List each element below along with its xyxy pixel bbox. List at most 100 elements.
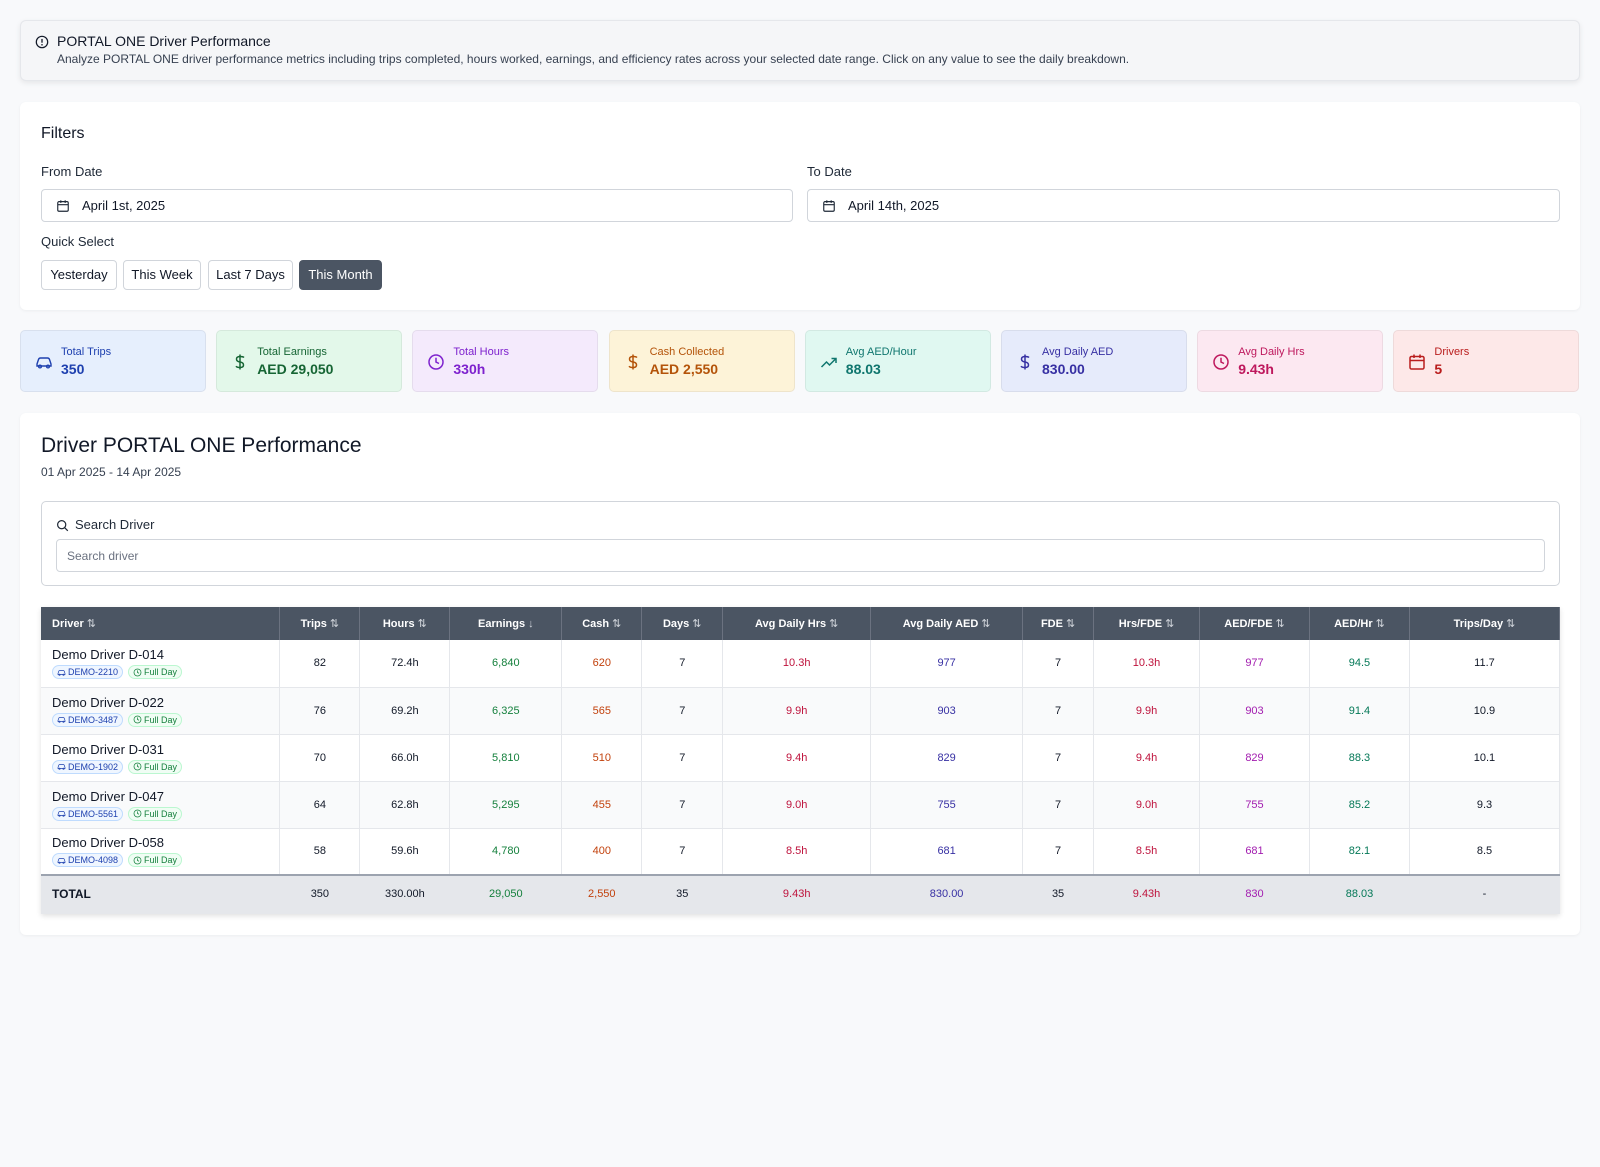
cell-fde[interactable]: 7 xyxy=(1022,687,1095,735)
sort-icon[interactable]: ⇅ xyxy=(981,618,991,630)
search-driver-input[interactable] xyxy=(56,539,1545,572)
cell-aed-fde[interactable]: 977 xyxy=(1199,640,1310,688)
quick-this-week-button[interactable]: This Week xyxy=(123,260,201,290)
cell-trips[interactable]: 82 xyxy=(279,640,361,688)
cell-fde[interactable]: 7 xyxy=(1022,781,1095,829)
sort-icon[interactable]: ⇅ xyxy=(1065,618,1076,630)
cell-aed-hr[interactable]: 94.5 xyxy=(1309,640,1410,688)
cell-aed-hr[interactable]: 82.1 xyxy=(1309,828,1410,876)
total-hours[interactable]: 330.00h xyxy=(359,874,451,914)
cell-avg-aed[interactable]: 829 xyxy=(870,734,1024,782)
cell-hours[interactable]: 69.2h xyxy=(359,687,451,735)
cell-aed-hr[interactable]: 88.3 xyxy=(1309,734,1410,782)
cell-aed-fde[interactable]: 829 xyxy=(1199,734,1310,782)
column-header-days[interactable]: Days ⇅ xyxy=(641,607,724,640)
total-earnings[interactable]: 29,050 xyxy=(449,874,563,914)
column-header-cash[interactable]: Cash ⇅ xyxy=(561,607,643,640)
total-trips-day[interactable]: - xyxy=(1409,874,1561,914)
cell-trips-day[interactable]: 11.7 xyxy=(1409,640,1561,688)
cell-cash[interactable]: 400 xyxy=(561,828,643,876)
cell-earnings[interactable]: 6,840 xyxy=(449,640,563,688)
sort-icon[interactable]: ⇅ xyxy=(612,618,622,630)
cell-fde[interactable]: 7 xyxy=(1022,640,1095,688)
cell-hours[interactable]: 62.8h xyxy=(359,781,451,829)
cell-trips[interactable]: 64 xyxy=(279,781,361,829)
cell-earnings[interactable]: 4,780 xyxy=(449,828,563,876)
total-days[interactable]: 35 xyxy=(641,874,724,914)
sort-icon[interactable]: ↓ xyxy=(528,617,534,630)
cell-trips-day[interactable]: 8.5 xyxy=(1409,828,1561,876)
total-aed-fde[interactable]: 830 xyxy=(1199,874,1310,914)
cell-aed-fde[interactable]: 681 xyxy=(1199,828,1310,876)
cell-days[interactable]: 7 xyxy=(641,687,724,735)
cell-avg-aed[interactable]: 977 xyxy=(870,640,1024,688)
sort-icon[interactable]: ⇅ xyxy=(1375,618,1385,630)
column-header-fde[interactable]: FDE ⇅ xyxy=(1022,607,1095,640)
cell-trips[interactable]: 76 xyxy=(279,687,361,735)
cell-avg-hrs[interactable]: 9.0h xyxy=(722,781,872,829)
sort-icon[interactable]: ⇅ xyxy=(1165,618,1175,630)
total-aed-hr[interactable]: 88.03 xyxy=(1309,874,1410,914)
cell-days[interactable]: 7 xyxy=(641,640,724,688)
cell-trips[interactable]: 58 xyxy=(279,828,361,876)
total-avg-daily-hrs[interactable]: 9.43h xyxy=(722,874,872,914)
cell-cash[interactable]: 455 xyxy=(561,781,643,829)
cell-days[interactable]: 7 xyxy=(641,734,724,782)
cell-cash[interactable]: 565 xyxy=(561,687,643,735)
cell-days[interactable]: 7 xyxy=(641,781,724,829)
quick-last-7-days-button[interactable]: Last 7 Days xyxy=(208,260,293,290)
cell-trips-day[interactable]: 9.3 xyxy=(1409,781,1561,829)
cell-hours[interactable]: 59.6h xyxy=(359,828,451,876)
cell-trips-day[interactable]: 10.9 xyxy=(1409,687,1561,735)
cell-hrs-fde[interactable]: 9.9h xyxy=(1093,687,1201,735)
cell-hrs-fde[interactable]: 10.3h xyxy=(1093,640,1201,688)
column-header-earnings[interactable]: Earnings ↓ xyxy=(449,607,563,640)
column-header-avg-daily-hrs[interactable]: Avg Daily Hrs ⇅ xyxy=(722,607,872,640)
column-header-aed-hr[interactable]: AED/Hr ⇅ xyxy=(1309,607,1410,640)
cell-avg-hrs[interactable]: 9.4h xyxy=(722,734,872,782)
cell-cash[interactable]: 620 xyxy=(561,640,643,688)
sort-icon[interactable]: ⇅ xyxy=(329,618,340,630)
cell-fde[interactable]: 7 xyxy=(1022,828,1095,876)
cell-hrs-fde[interactable]: 9.4h xyxy=(1093,734,1201,782)
cell-cash[interactable]: 510 xyxy=(561,734,643,782)
sort-icon[interactable]: ⇅ xyxy=(829,618,839,630)
total-hrs-fde[interactable]: 9.43h xyxy=(1093,874,1201,914)
cell-avg-hrs[interactable]: 8.5h xyxy=(722,828,872,876)
cell-hrs-fde[interactable]: 9.0h xyxy=(1093,781,1201,829)
cell-earnings[interactable]: 5,295 xyxy=(449,781,563,829)
cell-trips[interactable]: 70 xyxy=(279,734,361,782)
cell-aed-fde[interactable]: 755 xyxy=(1199,781,1310,829)
sort-icon[interactable]: ⇅ xyxy=(1275,618,1285,630)
cell-fde[interactable]: 7 xyxy=(1022,734,1095,782)
column-header-avg-daily-aed[interactable]: Avg Daily AED ⇅ xyxy=(870,607,1024,640)
cell-aed-hr[interactable]: 85.2 xyxy=(1309,781,1410,829)
quick-yesterday-button[interactable]: Yesterday xyxy=(41,260,117,290)
total-cash[interactable]: 2,550 xyxy=(561,874,643,914)
cell-days[interactable]: 7 xyxy=(641,828,724,876)
column-header-trips-day[interactable]: Trips/Day ⇅ xyxy=(1409,607,1561,640)
cell-aed-fde[interactable]: 903 xyxy=(1199,687,1310,735)
cell-hours[interactable]: 66.0h xyxy=(359,734,451,782)
cell-earnings[interactable]: 5,810 xyxy=(449,734,563,782)
column-header-hours[interactable]: Hours ⇅ xyxy=(359,607,451,640)
column-header-driver[interactable]: Driver ⇅ xyxy=(41,607,281,640)
total-avg-daily-aed[interactable]: 830.00 xyxy=(870,874,1024,914)
cell-avg-hrs[interactable]: 9.9h xyxy=(722,687,872,735)
sort-icon[interactable]: ⇅ xyxy=(692,618,702,630)
cell-aed-hr[interactable]: 91.4 xyxy=(1309,687,1410,735)
column-header-trips[interactable]: Trips ⇅ xyxy=(279,607,361,640)
cell-earnings[interactable]: 6,325 xyxy=(449,687,563,735)
cell-hours[interactable]: 72.4h xyxy=(359,640,451,688)
sort-icon[interactable]: ⇅ xyxy=(1506,618,1516,630)
from-date-picker[interactable]: April 1st, 2025 xyxy=(41,189,793,222)
cell-avg-hrs[interactable]: 10.3h xyxy=(722,640,872,688)
cell-hrs-fde[interactable]: 8.5h xyxy=(1093,828,1201,876)
cell-avg-aed[interactable]: 903 xyxy=(870,687,1024,735)
cell-trips-day[interactable]: 10.1 xyxy=(1409,734,1561,782)
to-date-picker[interactable]: April 14th, 2025 xyxy=(807,189,1560,222)
cell-avg-aed[interactable]: 681 xyxy=(870,828,1024,876)
quick-this-month-button[interactable]: This Month xyxy=(299,260,382,290)
total-fde[interactable]: 35 xyxy=(1022,874,1095,914)
column-header-aed-fde[interactable]: AED/FDE ⇅ xyxy=(1199,607,1310,640)
